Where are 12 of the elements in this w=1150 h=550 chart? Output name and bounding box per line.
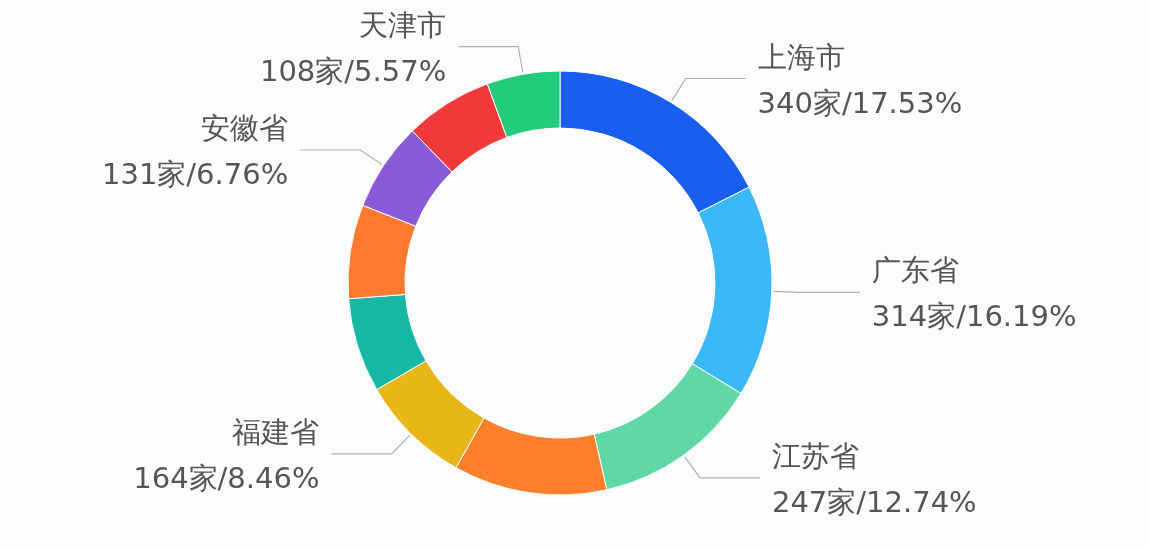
slice-label: 广东省 [871,253,959,288]
slice-label: 福建省 [232,414,320,449]
slice-label: 上海市 [757,39,845,74]
data-label: 247家/12.74% [771,484,977,519]
data-label: 314家/16.19% [871,299,1077,334]
data-label: 108家/5.57% [259,53,447,88]
slice-label: 江苏省 [771,438,859,473]
slice-label: 安徽省 [201,110,289,145]
data-label: 340家/17.53% [757,85,963,120]
data-label: 164家/8.46% [133,460,320,495]
slice-label: 天津市 [359,7,447,42]
data-label: 131家/6.76% [101,156,289,191]
